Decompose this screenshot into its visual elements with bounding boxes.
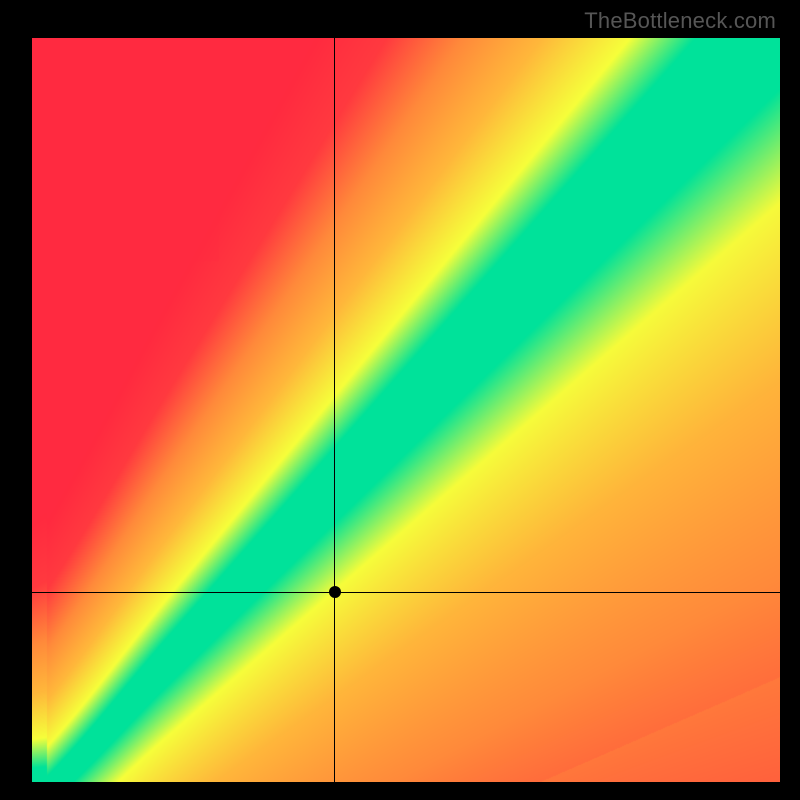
crosshair-horizontal-line: [32, 592, 780, 593]
crosshair-dot: [329, 586, 341, 598]
chart-container: { "watermark": { "text": "TheBottleneck.…: [0, 0, 800, 800]
crosshair-vertical-line: [334, 38, 335, 782]
watermark-text: TheBottleneck.com: [584, 8, 776, 34]
bottleneck-heatmap: [32, 38, 780, 782]
